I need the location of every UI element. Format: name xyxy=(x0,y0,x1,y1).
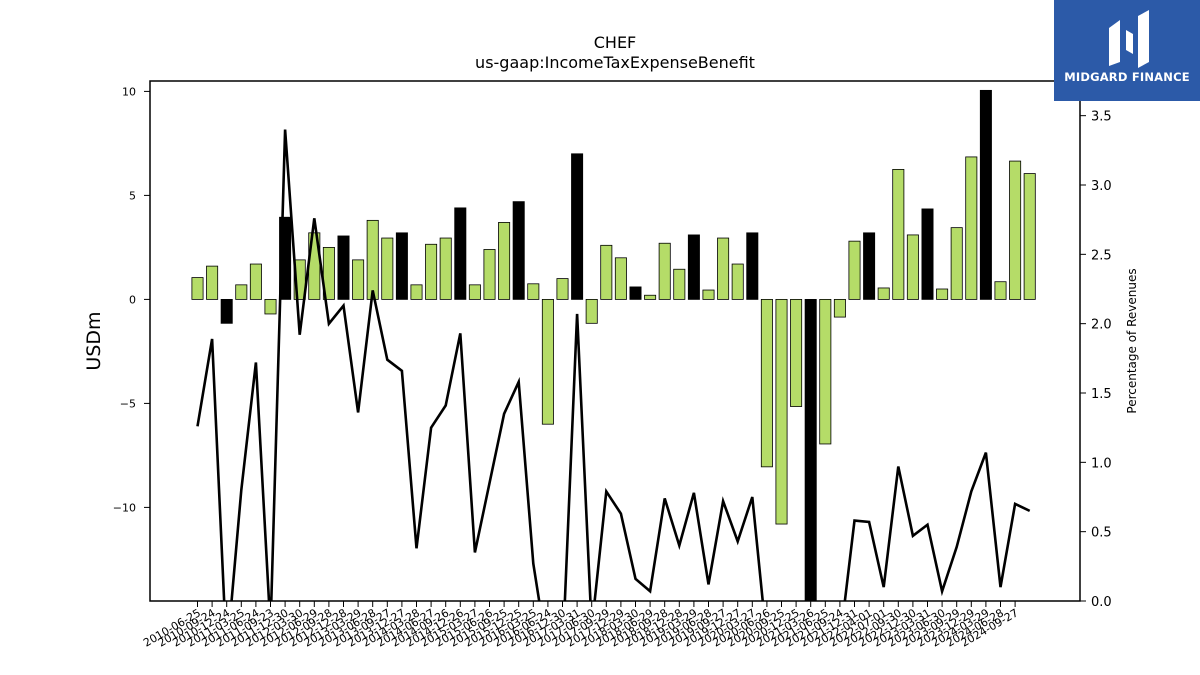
bar xyxy=(425,243,438,300)
y-tick-label: 0 xyxy=(129,293,136,306)
bar xyxy=(965,156,978,300)
bar xyxy=(614,257,627,300)
bar xyxy=(790,298,803,407)
bar xyxy=(381,237,394,300)
bar xyxy=(804,298,817,602)
y2-tick-label: 0.5 xyxy=(1091,526,1112,541)
bar xyxy=(863,232,876,300)
plot-frame xyxy=(149,80,1081,602)
bar xyxy=(658,242,671,300)
bar xyxy=(1009,160,1022,300)
bar xyxy=(936,288,949,300)
bar xyxy=(410,284,423,300)
bar xyxy=(717,237,730,300)
y2-tick-label: 2.0 xyxy=(1091,318,1112,333)
bar xyxy=(833,298,846,318)
bar xyxy=(249,263,262,300)
bar xyxy=(527,283,540,300)
y-tick-label: 10 xyxy=(122,85,136,98)
line-layer xyxy=(196,129,1031,601)
bar xyxy=(206,265,219,300)
bar xyxy=(760,298,773,468)
bar xyxy=(950,227,963,300)
bar xyxy=(848,240,861,300)
bar xyxy=(220,298,233,324)
bar xyxy=(556,278,569,300)
bar xyxy=(629,286,642,300)
y2-axis-label: Percentage of Revenues xyxy=(1125,268,1139,413)
y-axis-label: USDm xyxy=(83,311,105,370)
y-tick-label: −5 xyxy=(120,397,136,410)
brand-logo-mark-icon xyxy=(1109,10,1149,68)
bar xyxy=(352,259,365,300)
bar xyxy=(454,207,467,300)
bar xyxy=(687,234,700,300)
y2-tick-label: 3.0 xyxy=(1091,179,1112,194)
bar xyxy=(395,232,408,300)
bar xyxy=(644,294,657,300)
bar xyxy=(746,232,759,300)
bar xyxy=(906,234,919,300)
bar xyxy=(337,235,350,300)
bar xyxy=(731,263,744,300)
bar xyxy=(512,201,525,300)
bar xyxy=(439,237,452,300)
bars-layer xyxy=(191,89,1036,602)
bar xyxy=(892,168,905,300)
bar xyxy=(366,219,379,300)
series-line xyxy=(196,129,1031,601)
bar xyxy=(541,298,554,425)
y2-tick-label: 3.5 xyxy=(1091,110,1112,125)
bar xyxy=(775,298,788,525)
bar xyxy=(979,89,992,300)
bar xyxy=(1023,173,1036,300)
bar xyxy=(235,284,248,300)
bar xyxy=(468,284,481,300)
bar xyxy=(994,281,1007,300)
bar xyxy=(264,298,277,315)
bar xyxy=(819,298,832,445)
brand-logo: MIDGARD FINANCE xyxy=(1054,0,1200,101)
y2-tick-label: 1.0 xyxy=(1091,456,1112,471)
bar xyxy=(673,268,686,300)
bar xyxy=(585,298,598,324)
brand-name: MIDGARD FINANCE xyxy=(1064,70,1190,84)
axes-layer: 1050−5−100.00.51.01.52.02.53.03.52010-06… xyxy=(113,85,1112,649)
bar xyxy=(921,208,934,300)
y-tick-label: −10 xyxy=(113,501,136,514)
bar xyxy=(483,249,496,300)
bar xyxy=(498,222,511,300)
y2-tick-label: 2.5 xyxy=(1091,248,1112,263)
bar xyxy=(702,289,715,300)
y-tick-label: 5 xyxy=(129,189,136,202)
chart-title: CHEF xyxy=(594,33,637,52)
y2-tick-label: 1.5 xyxy=(1091,387,1112,402)
bar xyxy=(279,216,292,300)
chart-subtitle: us-gaap:IncomeTaxExpenseBenefit xyxy=(475,53,755,72)
bar xyxy=(600,244,613,300)
bar xyxy=(322,246,335,300)
bar xyxy=(877,287,890,300)
bar xyxy=(191,277,204,300)
y2-tick-label: 0.0 xyxy=(1091,595,1112,610)
bar xyxy=(571,153,584,300)
